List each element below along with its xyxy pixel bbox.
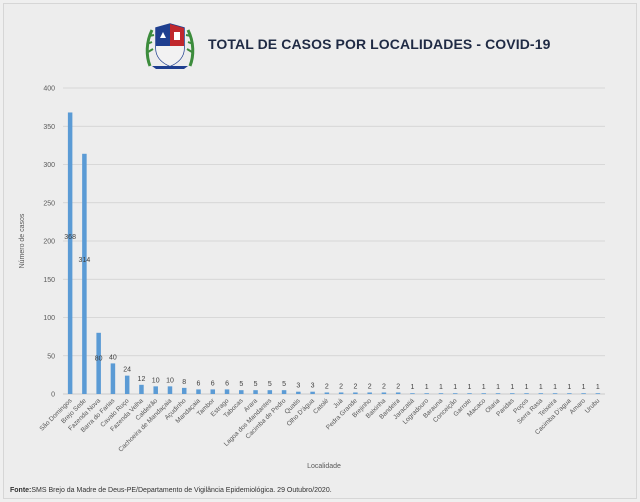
bar [253,390,258,394]
data-label: 6 [197,380,201,387]
bar [381,392,387,394]
data-label: 1 [468,384,472,391]
data-label: 1 [510,384,514,391]
bar [296,391,301,394]
y-tick-label: 100 [43,315,55,322]
data-label: 314 [79,257,91,264]
data-label: 2 [382,383,386,390]
y-tick-label: 0 [51,392,55,399]
data-label: 2 [396,383,400,390]
bar [324,392,330,394]
data-label: 1 [553,384,557,391]
data-label: 5 [268,381,272,388]
data-label: 1 [410,384,414,391]
data-label: 1 [439,384,443,391]
data-label: 1 [425,384,429,391]
y-tick-label: 350 [43,124,55,131]
source-label: Fonte: [10,487,32,494]
data-label: 1 [567,384,571,391]
bar [196,389,201,394]
data-label: 3 [296,383,300,390]
bar [524,393,529,394]
data-label: 2 [353,383,357,390]
bar [481,393,487,394]
x-tick-label: Urubu [584,397,602,415]
data-label: 1 [539,384,543,391]
data-label: 1 [525,384,529,391]
bar [552,393,558,394]
y-tick-label: 250 [43,200,55,207]
bar [224,389,230,394]
y-tick-label: 50 [47,353,55,360]
data-label: 5 [282,381,286,388]
data-label: 2 [339,383,343,390]
y-tick-label: 200 [43,239,55,246]
source-text: SMS Brejo da Madre de Deus-PE/Departamen… [31,487,332,494]
bar [595,393,601,394]
x-tick-label: Amaro [569,397,588,416]
y-tick-label: 150 [43,277,55,284]
data-label: 10 [166,377,174,384]
chart-title: TOTAL DE CASOS POR LOCALIDADES - COVID-1… [208,36,551,52]
bar [153,386,158,394]
bar [410,393,415,394]
bar [310,391,315,394]
x-tick-label: Catolé [312,397,331,416]
bar [82,153,87,394]
data-label: 1 [582,384,586,391]
data-label: 40 [109,354,117,361]
data-label: 368 [64,234,76,241]
data-label: 1 [496,384,500,391]
data-label: 1 [482,384,486,391]
bar [281,390,287,394]
bar [110,363,116,394]
municipal-crest-icon [145,23,195,69]
bar [581,393,586,394]
bar [139,384,144,394]
data-label: 24 [123,367,131,374]
chart-frame [3,3,637,499]
bar [424,393,429,394]
bar [67,112,73,394]
bar [438,393,444,394]
bar [395,392,401,394]
bar [124,375,130,394]
y-tick-label: 400 [43,86,55,93]
data-label: 80 [95,355,103,362]
data-label: 2 [368,383,372,390]
bar [181,387,187,394]
data-label: 5 [254,381,258,388]
bar [538,393,544,394]
bar [239,390,244,394]
data-label: 1 [453,384,457,391]
data-label: 8 [182,379,186,386]
data-label: 3 [311,383,315,390]
data-label: 6 [225,380,229,387]
bar [510,393,515,394]
data-label: 5 [239,381,243,388]
bar [367,392,372,394]
bar [467,393,472,394]
bar [452,393,458,394]
y-tick-label: 300 [43,162,55,169]
bar [210,389,216,394]
data-label: 2 [325,383,329,390]
y-axis-title: Número de casos [19,213,26,268]
data-label: 10 [152,377,160,384]
data-label: 12 [138,376,146,383]
bar [338,392,344,394]
data-label: 6 [211,380,215,387]
bar [267,390,273,394]
source-note: Fonte:SMS Brejo da Madre de Deus-PE/Depa… [10,487,332,494]
bar [353,392,358,394]
bar [167,386,173,394]
data-label: 1 [596,384,600,391]
bar [96,332,101,394]
bar [567,393,572,394]
bar [495,393,501,394]
x-axis-title: Localidade [307,463,341,470]
